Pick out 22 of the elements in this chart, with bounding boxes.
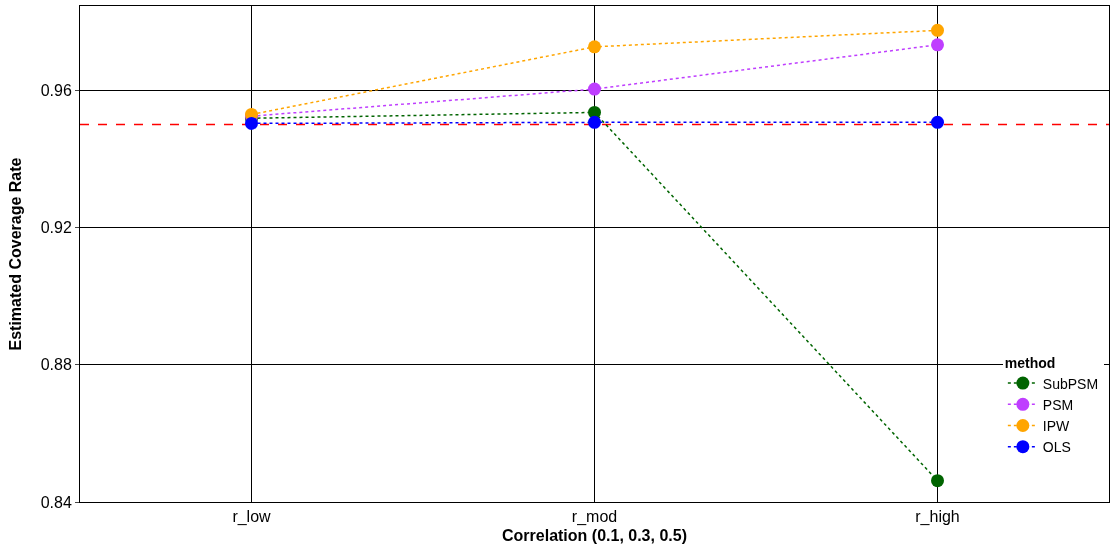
y-tick-label: 0.88 xyxy=(40,356,72,374)
y-tick-label: 0.96 xyxy=(40,81,72,99)
x-tick-label: r_low xyxy=(232,508,272,527)
legend-label: OLS xyxy=(1042,439,1071,456)
x-tick-label: r_mod xyxy=(571,508,618,527)
y-tick-label: 0.84 xyxy=(40,493,72,511)
point xyxy=(588,40,601,54)
point xyxy=(588,82,601,96)
y-tick-label: 0.92 xyxy=(40,219,72,236)
legend-title: method xyxy=(1004,354,1056,371)
point xyxy=(931,38,944,52)
point xyxy=(588,115,601,129)
legend-label: SubPSM xyxy=(1042,375,1099,392)
legend-label: IPW xyxy=(1042,417,1071,434)
point xyxy=(931,474,944,488)
x-tick-label: r_high xyxy=(915,508,960,527)
legend-label: PSM xyxy=(1042,396,1074,413)
point xyxy=(931,23,944,37)
x-axis-title: Correlation (0.1, 0.3, 0.5) xyxy=(502,526,687,544)
point xyxy=(931,115,944,129)
point xyxy=(245,116,258,130)
y-axis-title: Estimated Coverage Rate xyxy=(6,157,24,351)
